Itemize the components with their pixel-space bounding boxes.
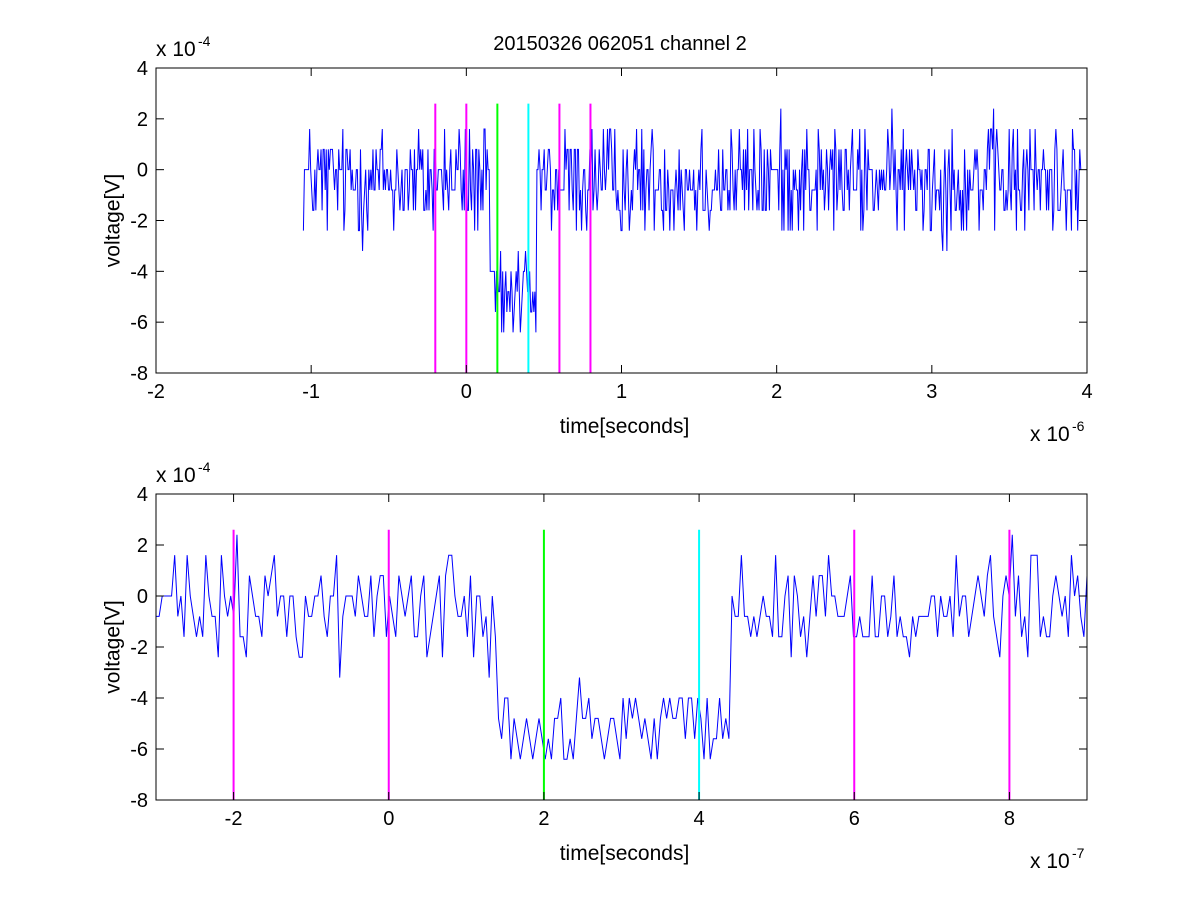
y-tick-label: 4 [137,484,148,506]
y-tick-label: -8 [130,790,148,812]
x-tick-label: -1 [302,381,320,403]
y-multiplier-base: x 10 [156,464,196,487]
x-tick-label: -2 [147,381,165,403]
figure-title: 20150326 062051 channel 2 [493,33,747,55]
marker-lines [434,103,592,373]
x-tick-label: 6 [849,808,860,830]
signal-line [302,108,1082,333]
x-multiplier-base: x 10 [1030,850,1070,873]
x-tick-label: 8 [1004,808,1015,830]
y-multiplier-exponent: -4 [198,459,211,475]
axis-ticks: -2 -1 0 1 2 3 4 -8 -6 -4 -2 0 2 4 [130,58,1092,403]
axis-ticks: -2 0 2 4 6 8 -8 -6 -4 -2 0 2 4 [130,484,1087,830]
x-tick-label: 2 [771,381,782,403]
x-tick-label: 1 [616,381,627,403]
y-tick-label: -2 [130,211,148,233]
y-tick-label: -6 [130,739,148,761]
signal-trace [156,534,1088,760]
x-multiplier: x 10 -6 [1030,418,1085,446]
y-tick-label: -8 [130,363,148,385]
marker-lines [232,529,1011,800]
x-tick-label: 4 [694,808,705,830]
x-tick-label: 3 [926,381,937,403]
x-tick-label: 4 [1081,381,1092,403]
y-tick-label: -6 [130,312,148,334]
y-tick-label: 2 [137,535,148,557]
y-tick-label: 2 [137,109,148,131]
top-panel: -2 -1 0 1 2 3 4 -8 -6 -4 -2 0 2 4 time[seconds] volta… [102,33,1093,446]
x-tick-label: -2 [225,808,243,830]
bottom-panel: -2 0 2 4 6 8 -8 -6 -4 -2 0 2 4 time[seconds] voltage… [102,459,1088,873]
y-tick-label: -4 [130,688,148,710]
y-axis-label: voltage[V] [102,600,125,693]
y-tick-label: 0 [137,586,148,608]
y-multiplier-exponent: -4 [198,33,211,49]
y-multiplier: x 10 -4 [156,33,211,61]
y-tick-label: 0 [137,160,148,182]
y-axis-label: voltage[V] [102,174,125,267]
y-multiplier: x 10 -4 [156,459,211,487]
x-multiplier: x 10 -7 [1030,845,1085,873]
y-tick-label: 4 [137,58,148,80]
y-multiplier-base: x 10 [156,38,196,61]
x-axis-label: time[seconds] [560,842,690,865]
x-multiplier-base: x 10 [1030,423,1070,446]
signal-trace [302,108,1082,333]
x-axis-label: time[seconds] [560,415,690,438]
signal-line [156,534,1088,760]
y-tick-label: -2 [130,637,148,659]
y-tick-label: -4 [130,261,148,283]
x-multiplier-exponent: -6 [1072,418,1085,434]
x-multiplier-exponent: -7 [1072,845,1085,861]
x-tick-label: 0 [383,808,394,830]
x-tick-label: 0 [461,381,472,403]
x-tick-label: 2 [538,808,549,830]
